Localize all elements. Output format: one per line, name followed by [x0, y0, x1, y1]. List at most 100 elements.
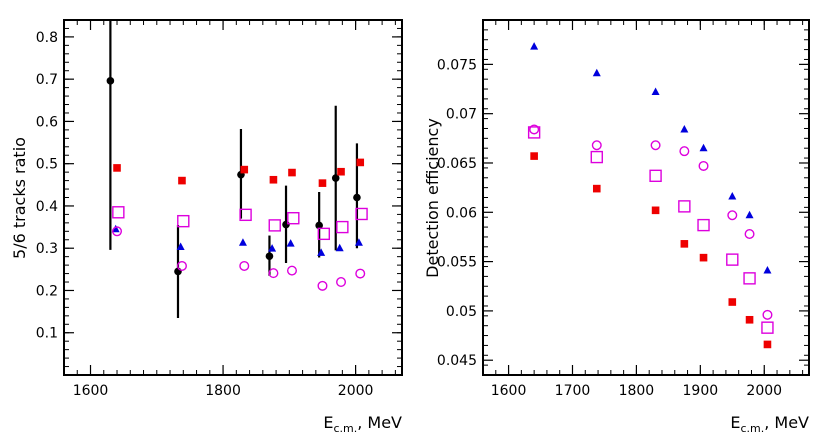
efficiency-y-tick-label: 0.045 — [437, 353, 477, 369]
efficiency-efficiency-2-point — [698, 160, 709, 171]
ratio-simulation-3-point — [268, 219, 281, 232]
ratio-simulation-1-point — [356, 158, 365, 167]
efficiency-efficiency-3-point — [697, 218, 710, 232]
efficiency-efficiency-1-point — [651, 87, 660, 95]
efficiency-y-tick-label: 0.07 — [446, 107, 477, 123]
efficiency-efficiency-4-point — [763, 340, 772, 349]
efficiency-efficiency-1-point — [592, 68, 601, 77]
ratio-x-axis-label-main: E — [323, 413, 333, 432]
ratio-simulation-2-point — [354, 238, 363, 246]
ratio-simulation-2-point — [238, 238, 247, 246]
ratio-simulation-3-point — [355, 207, 368, 221]
ratio-simulation-3-point — [112, 206, 125, 219]
ratio-simulation-4-point — [112, 226, 123, 237]
efficiency-efficiency-1-point — [763, 265, 772, 274]
efficiency-x-tick-label: 1700 — [555, 383, 591, 399]
ratio-simulation-2-point — [335, 243, 344, 252]
ratio-x-tick-label: 2000 — [338, 383, 374, 399]
ratio-simulation-4-point — [176, 260, 187, 271]
efficiency-tick-labels: 1600 1700 1800 1900 2000 0.045 0.05 0.055 0.06 0.… — [437, 57, 782, 399]
efficiency-x-axis-label-sub: c.m. — [740, 422, 764, 435]
ratio-simulation-2-point — [268, 244, 277, 252]
ratio-data-point — [315, 221, 323, 230]
efficiency-x-axis-label-suffix: , MeV — [764, 413, 809, 432]
ratio-data-point — [331, 174, 340, 182]
ratio-data-point — [353, 193, 361, 202]
ratio-simulation-2-point — [286, 239, 295, 247]
ratio-data-point — [282, 220, 290, 229]
ratio-simulation-4-point — [355, 268, 366, 279]
efficiency-efficiency-4-point — [592, 184, 601, 193]
efficiency-efficiency-3-point — [761, 321, 774, 334]
efficiency-ticks — [482, 19, 809, 376]
ratio-y-tick-label: 0.3 — [36, 241, 58, 257]
ratio-simulation-2-point — [111, 224, 120, 233]
ratio-simulation-1-point — [240, 165, 249, 174]
efficiency-y-tick-label: 0.06 — [446, 205, 477, 221]
ratio-simulation-1-point — [178, 176, 186, 185]
ratio-simulation-2-point — [317, 248, 326, 256]
efficiency-efficiency-2-point — [650, 140, 661, 151]
efficiency-efficiency-1-point — [745, 210, 754, 219]
ratio-simulation-3-point — [287, 212, 300, 225]
ratio-points — [106, 77, 368, 291]
ratio-y-tick-label: 0.6 — [36, 114, 58, 130]
ratio-simulation-2-point — [176, 242, 185, 250]
efficiency-efficiency-4-point — [699, 253, 708, 262]
efficiency-efficiency-3-point — [649, 169, 662, 183]
ratio-data-point — [106, 77, 115, 85]
efficiency-x-tick-label: 2000 — [746, 383, 782, 399]
ratio-simulation-4-point — [286, 265, 297, 276]
ratio-y-tick-label: 0.4 — [36, 199, 58, 215]
efficiency-efficiency-1-point — [680, 124, 689, 133]
ratio-simulation-4-point — [317, 280, 328, 291]
efficiency-efficiency-1-point — [530, 42, 539, 50]
ratio-plot-frame — [63, 19, 403, 376]
efficiency-efficiency-1-point — [699, 143, 708, 152]
efficiency-y-tick-label: 0.075 — [437, 57, 477, 73]
efficiency-efficiency-3-point — [726, 253, 739, 266]
efficiency-efficiency-2-point — [679, 146, 690, 157]
ratio-x-axis-label-sub: c.m. — [333, 422, 357, 435]
ratio-simulation-1-point — [318, 179, 327, 187]
ratio-y-tick-label: 0.7 — [36, 72, 58, 88]
efficiency-efficiency-4-point — [745, 315, 754, 324]
efficiency-efficiency-3-point — [590, 150, 603, 164]
efficiency-efficiency-3-point — [743, 272, 756, 285]
ratio-panel: 1600 1800 2000 0.1 0.2 0.3 0.4 0.5 0.6 0.7 0.8 5/6… — [10, 19, 403, 435]
efficiency-y-tick-label: 0.05 — [446, 304, 477, 320]
ratio-simulation-3-point — [177, 214, 190, 228]
efficiency-y-axis-label: Detection efficiency — [423, 118, 442, 278]
efficiency-x-tick-label: 1600 — [491, 383, 527, 399]
ratio-simulation-3-point — [336, 220, 349, 234]
ratio-data-point — [265, 252, 274, 261]
ratio-tick-labels: 1600 1800 2000 0.1 0.2 0.3 0.4 0.5 0.6 0.7 0.8 — [36, 30, 374, 399]
efficiency-x-axis-label: Ec.m., MeV — [730, 413, 809, 435]
efficiency-efficiency-2-point — [591, 140, 602, 151]
efficiency-y-tick-label: 0.065 — [437, 156, 477, 172]
efficiency-x-tick-label: 1900 — [683, 383, 719, 399]
ratio-simulation-4-point — [268, 268, 279, 279]
ratio-error-bars — [109, 20, 359, 318]
efficiency-efficiency-3-point — [678, 200, 691, 213]
efficiency-efficiency-1-point — [728, 192, 737, 200]
efficiency-efficiency-4-point — [530, 152, 538, 160]
ratio-x-tick-label: 1800 — [205, 383, 241, 399]
efficiency-efficiency-4-point — [651, 206, 660, 215]
ratio-x-tick-label: 1600 — [73, 383, 109, 399]
ratio-y-tick-label: 0.5 — [36, 157, 58, 173]
efficiency-y-tick-label: 0.055 — [437, 255, 477, 271]
ratio-simulation-4-point — [239, 260, 250, 271]
efficiency-x-axis-label-main: E — [730, 413, 740, 432]
efficiency-efficiency-3-point — [527, 126, 541, 139]
efficiency-efficiency-2-point — [744, 228, 755, 239]
efficiency-panel: 1600 1700 1800 1900 2000 0.045 0.05 0.055 0.06 0.… — [423, 19, 810, 435]
efficiency-efficiency-2-point — [727, 210, 738, 221]
ratio-simulation-1-point — [337, 167, 345, 176]
efficiency-points — [527, 42, 774, 349]
ratio-simulation-3-point — [317, 227, 330, 241]
efficiency-x-tick-label: 1800 — [619, 383, 655, 399]
ratio-simulation-1-point — [113, 164, 121, 172]
ratio-simulation-1-point — [269, 175, 278, 184]
